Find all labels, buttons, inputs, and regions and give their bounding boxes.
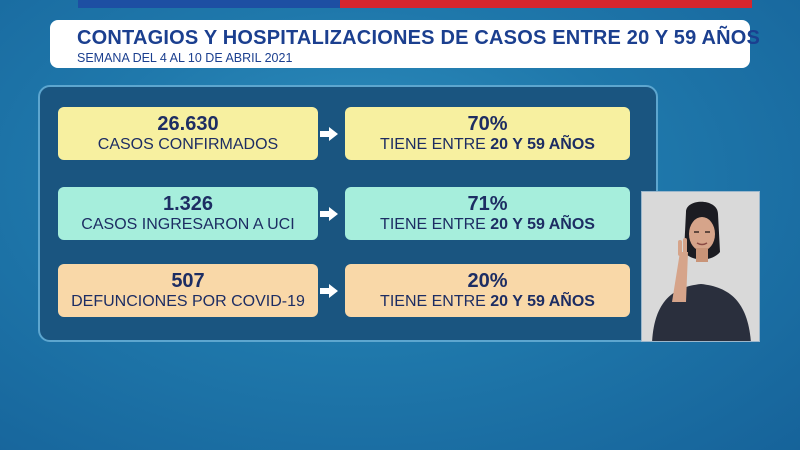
percent-label-emphasis: 20 Y 59 AÑOS <box>490 215 595 233</box>
stat-label: CASOS CONFIRMADOS <box>97 135 279 153</box>
arrow-right-icon <box>320 127 338 141</box>
percent-label: TIENE ENTRE 20 Y 59 AÑOS <box>380 136 595 154</box>
percent-label-prefix: TIENE ENTRE <box>380 292 491 310</box>
page-subtitle: SEMANA DEL 4 AL 10 DE ABRIL 2021 <box>77 51 293 65</box>
percent-label-emphasis: 20 Y 59 AÑOS <box>490 135 595 153</box>
percent-label-emphasis: 20 Y 59 AÑOS <box>490 292 595 310</box>
arrow-right-icon <box>320 207 338 221</box>
percent-card-confirmed: 70% TIENE ENTRE 20 Y 59 AÑOS <box>345 107 630 160</box>
percent-value: 70% <box>467 112 508 135</box>
stat-card-icu: 1.326 CASOS INGRESARON A UCI <box>58 187 318 240</box>
percent-label-prefix: TIENE ENTRE <box>380 215 491 233</box>
percent-value: 20% <box>467 269 508 292</box>
stat-card-deaths: 507 DEFUNCIONES POR COVID-19 <box>58 264 318 317</box>
interpreter-figure <box>642 192 759 341</box>
flag-stripe-red <box>340 0 752 8</box>
percent-card-icu: 71% TIENE ENTRE 20 Y 59 AÑOS <box>345 187 630 240</box>
stats-panel: 26.630 CASOS CONFIRMADOS 70% TIENE ENTRE… <box>38 85 658 342</box>
sign-language-interpreter <box>641 191 760 342</box>
percent-value: 71% <box>467 192 508 215</box>
stat-label: DEFUNCIONES POR COVID-19 <box>71 292 305 310</box>
stat-value: 1.326 <box>162 192 214 215</box>
percent-label-prefix: TIENE ENTRE <box>380 135 491 153</box>
arrow-right-icon <box>320 284 338 298</box>
percent-label: TIENE ENTRE 20 Y 59 AÑOS <box>380 293 595 311</box>
flag-stripe-blue <box>78 0 340 8</box>
stat-value: 507 <box>171 269 205 292</box>
percent-label: TIENE ENTRE 20 Y 59 AÑOS <box>380 216 595 234</box>
percent-card-deaths: 20% TIENE ENTRE 20 Y 59 AÑOS <box>345 264 630 317</box>
title-panel: CONTAGIOS Y HOSPITALIZACIONES DE CASOS E… <box>50 20 761 68</box>
page-title: CONTAGIOS Y HOSPITALIZACIONES DE CASOS E… <box>77 27 761 49</box>
stat-value: 26.630 <box>157 112 219 135</box>
stat-card-confirmed: 26.630 CASOS CONFIRMADOS <box>58 107 318 160</box>
stat-label: CASOS INGRESARON A UCI <box>81 215 295 233</box>
